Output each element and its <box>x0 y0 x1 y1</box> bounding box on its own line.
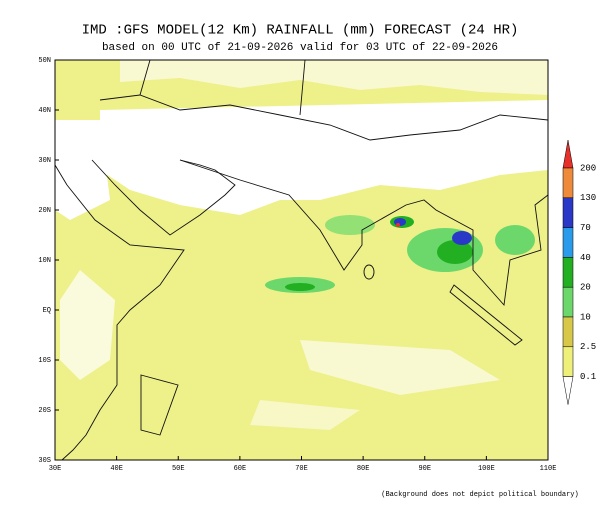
colorbar-segment <box>562 167 574 199</box>
lon-label: 30E <box>49 465 62 473</box>
lon-label: 110E <box>540 465 557 473</box>
colorbar-cap <box>562 139 574 169</box>
colorbar-segment <box>562 257 574 288</box>
lon-label: 70E <box>295 465 308 473</box>
colorbar-segment <box>562 316 574 348</box>
lat-label: EQ <box>43 307 51 315</box>
map <box>54 59 549 461</box>
lon-label: 90E <box>418 465 431 473</box>
colorbar-label: 20 <box>580 283 591 293</box>
lat-label: 20N <box>38 207 51 215</box>
colorbar-label: 40 <box>580 253 591 263</box>
subtitle: based on 00 UTC of 21-09-2026 valid for … <box>102 42 498 54</box>
lon-label: 50E <box>172 465 185 473</box>
colorbar-label: 200 <box>580 163 596 173</box>
colorbar-label: 0.1 <box>580 372 596 382</box>
colorbar-label: 2.5 <box>580 342 596 352</box>
colorbar-segment <box>562 346 574 377</box>
lat-label: 20S <box>38 407 51 415</box>
lon-label: 80E <box>357 465 370 473</box>
colorbar-segment <box>562 227 574 258</box>
footnote: (Background does not depict political bo… <box>381 491 578 499</box>
lon-label: 60E <box>234 465 247 473</box>
colorbar-label: 70 <box>580 223 591 233</box>
colorbar-segment <box>562 286 574 318</box>
title: IMD :GFS MODEL(12 Km) RAINFALL (mm) FORE… <box>82 23 519 39</box>
colorbar-label: 130 <box>580 193 596 203</box>
lon-label: 40E <box>110 465 123 473</box>
colorbar-label: 10 <box>580 312 591 322</box>
lat-label: 50N <box>38 57 51 65</box>
lat-label: 30N <box>38 157 51 165</box>
lat-label: 10N <box>38 257 51 265</box>
lat-label: 40N <box>38 107 51 115</box>
colorbar-cap <box>562 376 574 405</box>
colorbar-segment <box>562 197 574 228</box>
lat-label: 10S <box>38 357 51 365</box>
lon-label: 100E <box>478 465 495 473</box>
lat-label: 30S <box>38 457 51 465</box>
